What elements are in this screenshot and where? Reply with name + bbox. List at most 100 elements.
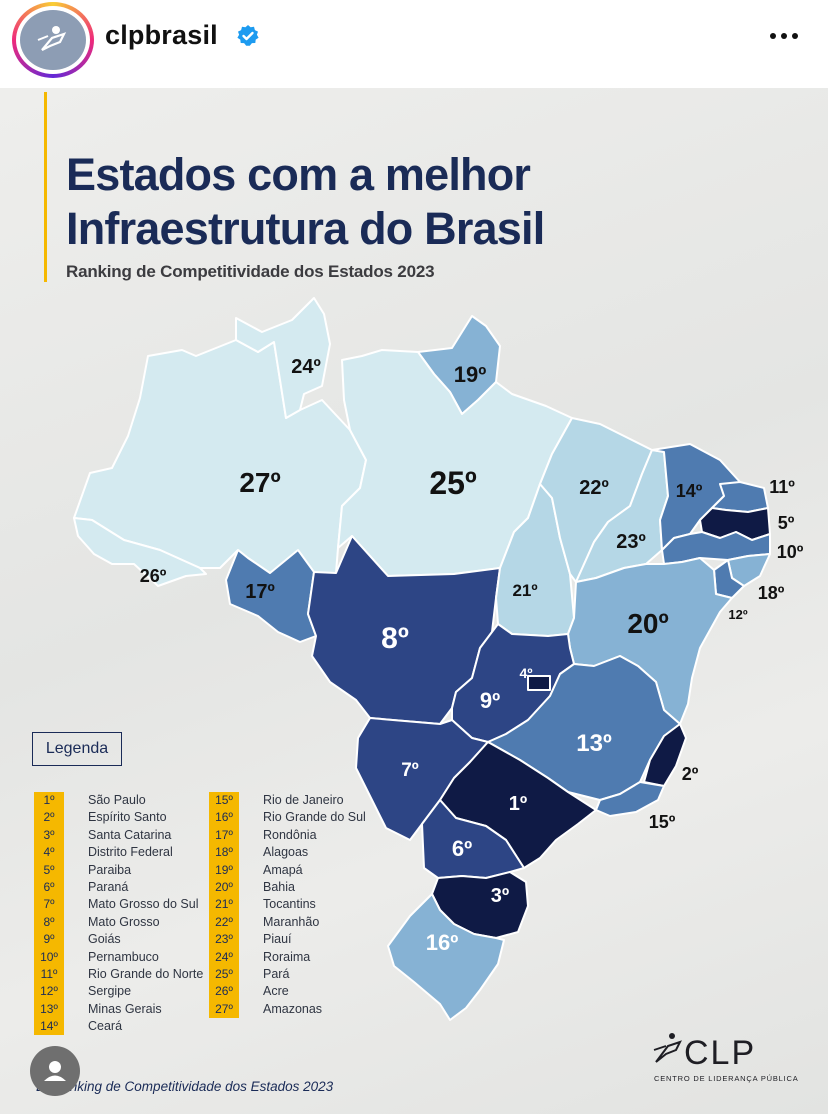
legend-rank: 24º — [209, 948, 239, 966]
legend-state-name: Amapá — [263, 862, 303, 877]
label-pr: 6º — [452, 836, 472, 861]
legend-rank: 16º — [209, 809, 239, 827]
legend-rank: 7º — [34, 896, 64, 914]
legend-rank: 3º — [34, 826, 64, 845]
verified-badge-icon — [236, 24, 260, 48]
label-am: 27º — [239, 467, 280, 498]
clp-logo-text: CLP — [684, 1034, 757, 1072]
label-go: 9º — [480, 688, 500, 713]
legend-rank: 8º — [34, 913, 64, 932]
label-ba: 20º — [627, 608, 668, 639]
state-rs[interactable] — [387, 893, 505, 1021]
label-ap: 19º — [454, 362, 487, 387]
label-df: 4º — [520, 665, 533, 681]
legend-rank: 13º — [34, 1000, 64, 1019]
poster-subtitle: Ranking de Competitividade dos Estados 2… — [66, 262, 435, 281]
legend-state-name: Distrito Federal — [88, 845, 173, 860]
label-pb: 5º — [778, 513, 795, 533]
legend-rank: 10º — [34, 948, 64, 966]
label-rs: 16º — [426, 930, 459, 955]
post-header: clpbrasil — [0, 0, 828, 88]
label-pa: 25º — [429, 465, 477, 501]
poster-title: Estados com a melhor Infraestrutura do B… — [66, 148, 545, 256]
infographic-poster: Estados com a melhor Infraestrutura do B… — [0, 88, 828, 1114]
legend-state-name: Sergipe — [88, 984, 132, 999]
legend-state-name: Alagoas — [263, 845, 309, 860]
legend-rank: 25º — [209, 965, 239, 984]
legend-state-name: Minas Gerais — [88, 1001, 162, 1016]
legend-state-name: Espírito Santo — [88, 810, 167, 825]
username[interactable]: clpbrasil — [105, 20, 218, 50]
label-pe: 10º — [777, 542, 804, 562]
more-options-icon[interactable] — [764, 22, 804, 50]
legend-state-name: Bahia — [263, 879, 295, 894]
user-tag-icon[interactable] — [30, 1046, 80, 1096]
legend-rank: 17º — [209, 826, 239, 845]
legend-state-name: Acre — [263, 984, 289, 999]
legend-state-name: Ceará — [88, 1019, 123, 1034]
legend-rank: 21º — [209, 896, 239, 914]
legend-state-name: Roraima — [263, 949, 311, 964]
legend-state-name: Amazonas — [263, 1001, 323, 1016]
legend-state-name: Rondônia — [263, 827, 317, 842]
legend-rank: 12º — [34, 983, 64, 1001]
legend-rank: 5º — [34, 861, 64, 879]
title-line-1: Estados com a melhor — [66, 149, 531, 200]
legend-state-name: Paraná — [88, 879, 129, 894]
legend-state-name: Mato Grosso do Sul — [88, 897, 199, 912]
state-ce[interactable] — [651, 443, 741, 551]
state-rr[interactable] — [235, 297, 331, 419]
state-ac[interactable] — [73, 517, 207, 587]
legend-rank: 26º — [209, 983, 239, 1001]
legend-state-name: Pará — [263, 966, 290, 981]
label-mg: 13º — [576, 730, 612, 757]
legend-rank: 20º — [209, 878, 239, 897]
legend-state-name: Rio Grande do Norte — [88, 966, 204, 981]
label-sp: 1º — [509, 793, 527, 815]
label-es: 2º — [682, 764, 699, 784]
legend-rank: 14º — [34, 1018, 64, 1036]
legend-rank: 4º — [34, 844, 64, 862]
clp-logo: CLP CENTRO DE LIDERANÇA PÚBLICA — [650, 1028, 800, 1088]
legend-state-name: Piauí — [263, 932, 292, 947]
label-mt: 8º — [381, 622, 409, 655]
legend-title: Legenda — [32, 732, 122, 766]
legend-state-name: São Paulo — [88, 793, 146, 807]
clp-logo-subtitle: CENTRO DE LIDERANÇA PÚBLICA — [654, 1074, 799, 1083]
label-rn: 11º — [769, 477, 795, 497]
legend-state-name: Goiás — [88, 932, 121, 947]
label-ma: 22º — [579, 477, 609, 499]
state-es[interactable] — [643, 723, 687, 787]
legend-rank: 6º — [34, 878, 64, 897]
legend-rank: 1º — [34, 792, 64, 810]
legend-rank: 18º — [209, 844, 239, 862]
legend-rank: 2º — [34, 809, 64, 827]
legend-state-name: Santa Catarina — [88, 827, 172, 842]
label-sc: 3º — [491, 885, 509, 907]
label-al: 18º — [758, 583, 785, 603]
legend-rank: 22º — [209, 913, 239, 932]
brazil-map: 27º 24º 19º 25º 26º 17º 8º 21º 22º 23º 1… — [73, 297, 804, 1021]
label-rr: 24º — [291, 356, 321, 378]
label-ac: 26º — [140, 566, 167, 586]
title-line-2: Infraestrutura do Brasil — [66, 203, 545, 254]
state-rj[interactable] — [595, 781, 665, 817]
state-df[interactable] — [527, 675, 551, 691]
avatar[interactable] — [12, 2, 94, 78]
source-note: E: Ranking de Competitividade dos Estado… — [36, 1079, 334, 1094]
label-ms: 7º — [401, 760, 419, 781]
label-pi: 23º — [616, 531, 646, 553]
legend-state-name: Rio de Janeiro — [263, 793, 344, 807]
legend-rank: 9º — [34, 931, 64, 949]
legend-state-name: Tocantins — [263, 897, 316, 912]
legend-rank: 11º — [34, 965, 64, 984]
state-sp[interactable] — [439, 741, 597, 869]
legend-state-name: Maranhão — [263, 914, 320, 929]
legend-rank: 19º — [209, 861, 239, 879]
clp-logo-icon — [20, 10, 86, 70]
legend-rank: 27º — [209, 1000, 239, 1019]
legend-rank: 23º — [209, 931, 239, 949]
label-rj: 15º — [649, 812, 676, 832]
clp-figure-icon — [653, 1033, 682, 1063]
label-to: 21º — [512, 581, 537, 600]
